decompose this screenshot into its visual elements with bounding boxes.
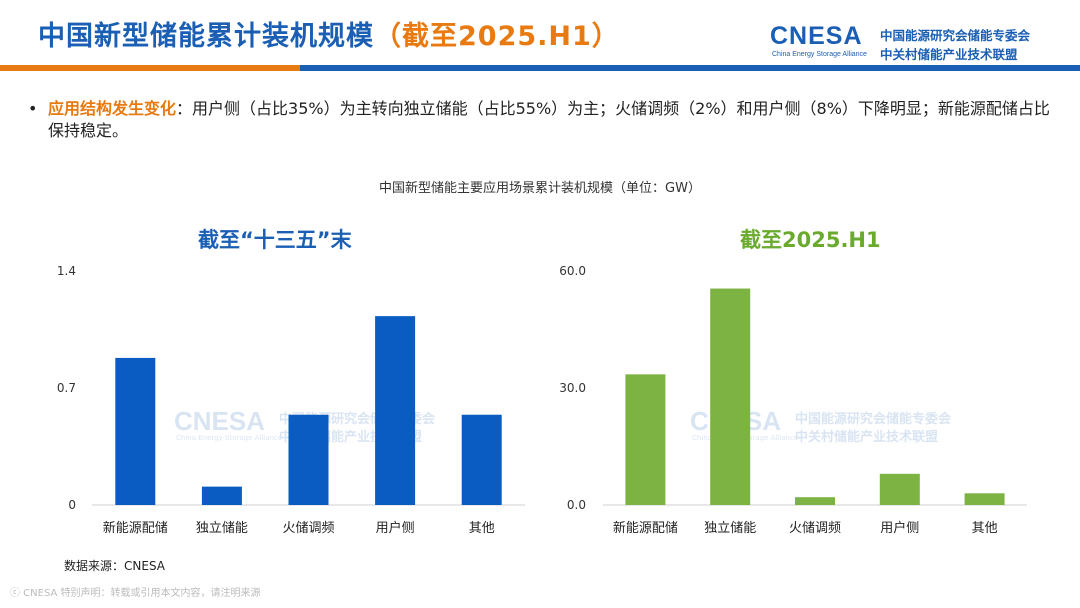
chart-title: 中国新型储能主要应用场景累计装机规模（单位：GW） bbox=[379, 181, 701, 196]
bar bbox=[625, 374, 666, 505]
y-tick-label: 0.0 bbox=[567, 498, 586, 512]
logo-english-subtitle: China Energy Storage Alliance bbox=[772, 51, 867, 58]
x-tick-label: 新能源配储 bbox=[103, 520, 168, 536]
y-tick-label: 1.4 bbox=[57, 264, 76, 278]
bar bbox=[710, 288, 751, 505]
right-bar-chart: 0.0 30.0 60.0 新能源配储 独立储能 火储调频 用户侧 其他 bbox=[559, 264, 1027, 536]
x-tick-label: 火储调频 bbox=[789, 521, 841, 536]
right-chart-title: 截至2025.H1 bbox=[740, 228, 881, 252]
y-tick-label: 0 bbox=[68, 498, 76, 512]
bar bbox=[115, 357, 156, 505]
x-tick-label: 火储调频 bbox=[282, 521, 334, 536]
y-tick-label: 60.0 bbox=[559, 264, 586, 278]
page-title-highlight: （截至2025.H1） bbox=[374, 21, 620, 52]
data-source-note: 数据来源：CNESA bbox=[64, 559, 165, 573]
logo-cn-line1: 中国能源研究会储能专委会 bbox=[880, 28, 1031, 43]
bar bbox=[201, 486, 242, 505]
x-tick-label: 用户侧 bbox=[376, 520, 415, 536]
logo-wordmark: CNESA bbox=[770, 22, 863, 50]
bullet-key: 应用结构发生变化 bbox=[48, 99, 177, 118]
bullet-body: ：用户侧（占比35%）为主转向独立储能（占比55%）为主；火储调频（2%）和用户… bbox=[48, 99, 1050, 140]
y-tick-label: 0.7 bbox=[57, 381, 76, 395]
cnesa-logo: CNESA China Energy Storage Alliance 中国能源… bbox=[770, 22, 1070, 68]
key-point-bullet: • 应用结构发生变化：用户侧（占比35%）为主转向独立储能（占比55%）为主；火… bbox=[28, 98, 1058, 142]
x-tick-label: 独立储能 bbox=[196, 521, 248, 536]
logo-cn-line2: 中关村储能产业技术联盟 bbox=[880, 47, 1018, 62]
x-tick-label: 其他 bbox=[972, 521, 998, 536]
disclaimer-note: ⓒ CNESA 特别声明：转载或引用本文内容，请注明来源 bbox=[10, 588, 261, 599]
left-chart-title: 截至“十三五”末 bbox=[198, 228, 352, 252]
bar bbox=[288, 414, 329, 505]
y-tick-label: 30.0 bbox=[559, 381, 586, 395]
bar bbox=[879, 473, 920, 505]
x-tick-label: 用户侧 bbox=[880, 520, 919, 536]
left-bar-chart: 0 0.7 1.4 新能源配储 独立储能 火储调频 用户侧 其他 bbox=[57, 264, 525, 536]
bullet-text: 应用结构发生变化：用户侧（占比35%）为主转向独立储能（占比55%）为主；火储调… bbox=[28, 98, 1058, 142]
x-tick-label: 新能源配储 bbox=[613, 520, 678, 536]
page-title-main: 中国新型储能累计装机规模 bbox=[38, 21, 374, 52]
header-rule bbox=[0, 65, 1080, 71]
x-tick-label: 其他 bbox=[469, 521, 495, 536]
bar bbox=[964, 493, 1005, 505]
bar bbox=[795, 497, 835, 505]
bullet-dot: • bbox=[28, 99, 38, 118]
bar bbox=[375, 316, 416, 505]
slide-header: 中国新型储能累计装机规模（截至2025.H1） CNESA China Ener… bbox=[0, 0, 1080, 72]
header-rule-accent bbox=[0, 65, 300, 71]
x-tick-label: 独立储能 bbox=[704, 521, 756, 536]
bar bbox=[461, 414, 502, 505]
page-title: 中国新型储能累计装机规模（截至2025.H1） bbox=[38, 14, 620, 53]
